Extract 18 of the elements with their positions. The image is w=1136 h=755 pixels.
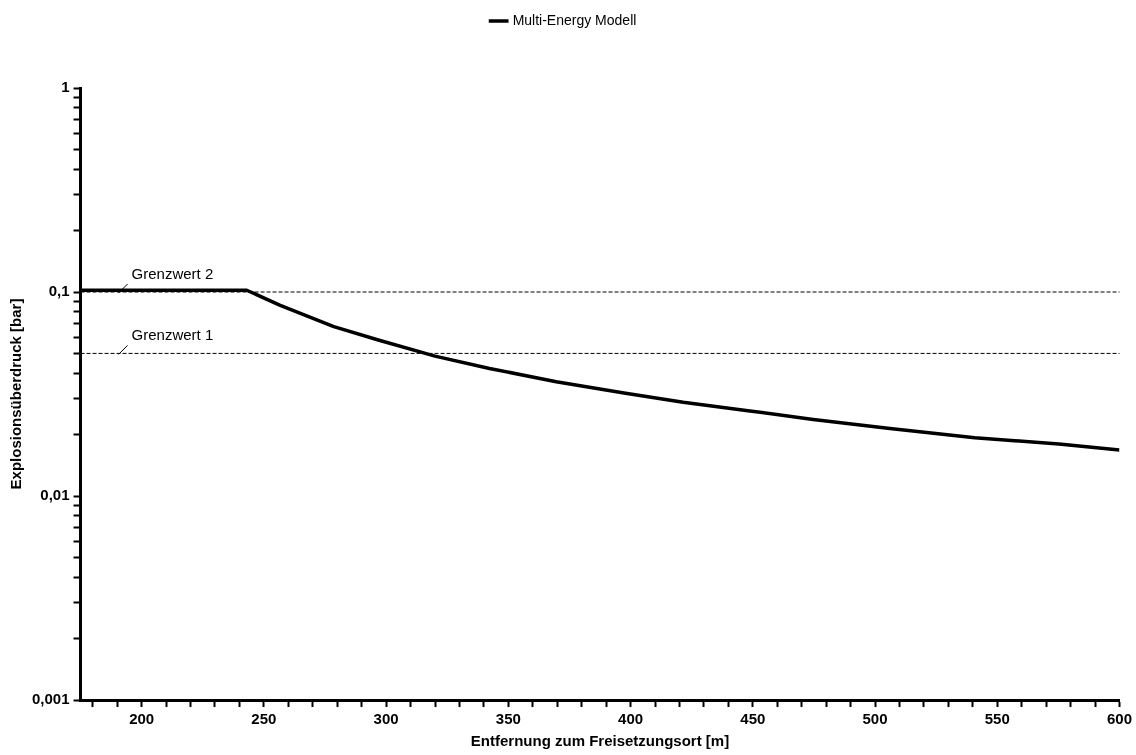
x-tick-label: 550 [984,710,1010,728]
x-tick-label: 250 [251,710,277,728]
y-tick-label: 1 [61,78,70,96]
x-tick-label: 600 [1106,710,1132,728]
x-axis-title: Entfernung zum Freisetzungsort [m] [470,732,730,750]
x-tick-label: 300 [373,710,399,728]
x-tick-label: 350 [495,710,521,728]
y-tick-label: 0,1 [48,282,70,300]
y-tick-label: 0,01 [40,486,70,504]
x-tick-label: 400 [618,710,644,728]
y-tick-label: 0,001 [31,690,70,708]
x-tick-label: 450 [740,710,766,728]
legend-label: Multi-Energy Modell [512,11,637,28]
ref-line-label: Grenzwert 1 [131,326,214,344]
x-tick-label: 500 [862,710,888,728]
x-tick-label: 200 [129,710,155,728]
ref-line-label: Grenzwert 2 [131,264,214,282]
y-axis-title: Explosionsüberdruck [bar] [7,298,25,490]
